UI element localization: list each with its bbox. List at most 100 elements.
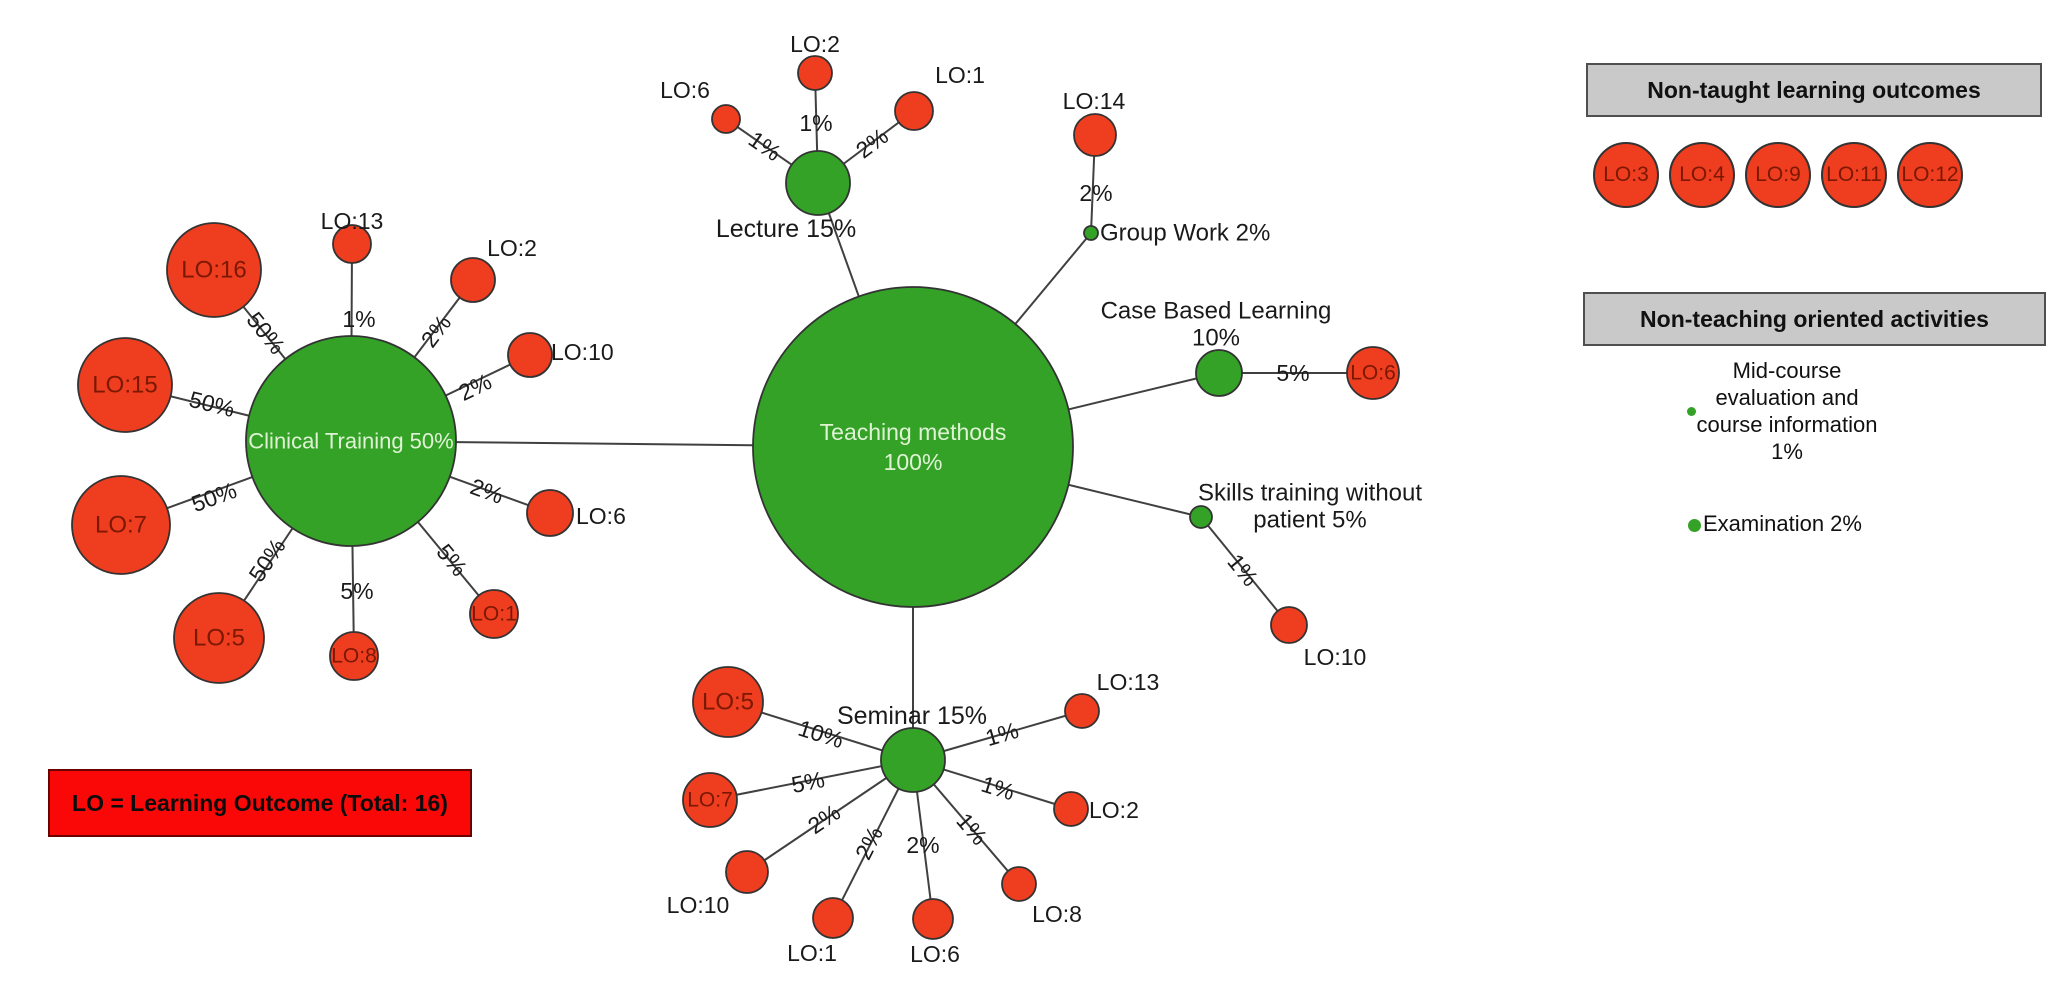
edge-label-seminar-se10: 2%: [803, 799, 845, 839]
node-c6: [526, 489, 574, 537]
edge-label-seminar-se7: 5%: [789, 766, 827, 798]
node-label-g14: LO:14: [1063, 88, 1126, 114]
node-label-se6: LO:6: [910, 941, 960, 967]
node-se6: [912, 898, 954, 940]
edge-label-lecture-l6: 1%: [744, 126, 786, 166]
edge-label-clinical-c15: 50%: [187, 386, 238, 422]
node-label-se8: LO:8: [1032, 901, 1082, 927]
node-label-c6: LO:6: [576, 503, 626, 529]
node-l1: [894, 91, 934, 131]
edge-label-seminar-se6: 2%: [906, 832, 939, 858]
edge-skills-s10: [1200, 516, 1290, 626]
node-c2: [450, 257, 496, 303]
node-c16: [166, 222, 262, 318]
examination-item: Examination 2%: [1703, 511, 1862, 536]
node-label-cbl: Case Based Learning: [1101, 298, 1332, 325]
node-label-teaching: 100%: [884, 449, 943, 475]
outcome-circle-lo12: LO:12: [1897, 142, 1963, 208]
outcome-circle-lo12-label: LO:12: [1901, 163, 1959, 186]
node-c7: [71, 475, 171, 575]
node-se2: [1053, 791, 1089, 827]
outcome-circle-lo9: LO:9: [1745, 142, 1811, 208]
node-teaching: [752, 286, 1074, 608]
outcome-circle-lo3: LO:3: [1593, 142, 1659, 208]
edge-label-clinical-c8: 5%: [340, 578, 373, 604]
node-cbl: [1195, 349, 1243, 397]
mid-course-line: course information: [1696, 412, 1878, 437]
non-taught-header: Non-taught learning outcomes: [1586, 63, 2042, 117]
node-label-c1: LO:1: [471, 603, 517, 626]
edge-label-clinical-c2: 2%: [416, 310, 457, 352]
mid-course-dot-icon: [1687, 407, 1696, 416]
mid-course-line: Mid-course: [1732, 358, 1842, 383]
outcome-circle-lo4: LO:4: [1669, 142, 1735, 208]
node-l6: [711, 104, 741, 134]
node-label-l1: LO:1: [935, 62, 985, 88]
edge-seminar-se10: [746, 759, 914, 873]
outcome-circle-lo11-label: LO:11: [1826, 163, 1882, 186]
node-label-se10: LO:10: [667, 892, 730, 918]
mid-course-item: Mid-course evaluation and course informa…: [1666, 357, 1908, 465]
node-lecture: [785, 150, 851, 216]
node-c8: [329, 631, 379, 681]
edge-label-clinical-c13: 1%: [342, 306, 375, 332]
node-label-seminar: Seminar 15%: [837, 702, 987, 730]
node-label-l6: LO:6: [660, 77, 710, 103]
edge-label-seminar-se2: 1%: [978, 771, 1017, 806]
node-groupwork: [1083, 225, 1099, 241]
outcome-circle-lo3-label: LO:3: [1603, 163, 1649, 186]
node-se1: [812, 897, 854, 939]
node-label-c16: LO:16: [181, 257, 246, 284]
edge-label-clinical-c7: 50%: [188, 477, 240, 517]
node-label-se1: LO:1: [787, 940, 837, 966]
node-l2: [797, 55, 833, 91]
node-label-l2: LO:2: [790, 31, 840, 57]
node-se10: [725, 850, 769, 894]
legend-box: LO = Learning Outcome (Total: 16): [48, 769, 472, 837]
node-label-se5: LO:5: [702, 689, 754, 716]
node-se13: [1064, 693, 1100, 729]
node-label-lecture: Lecture 15%: [716, 215, 856, 243]
node-label-se13: LO:13: [1097, 669, 1160, 695]
outcome-circle-lo9-label: LO:9: [1755, 163, 1801, 186]
edge-label-groupwork-g14: 2%: [1079, 180, 1112, 206]
edge-label-lecture-l1: 2%: [851, 123, 893, 164]
non-teaching-header-label: Non-teaching oriented activities: [1640, 305, 1989, 332]
edge-label-seminar-se13: 1%: [982, 717, 1021, 751]
mid-course-percent: 1%: [1771, 439, 1803, 464]
node-label-se2: LO:2: [1089, 797, 1139, 823]
node-s10: [1270, 606, 1308, 644]
node-c15: [77, 337, 173, 433]
node-g14: [1073, 113, 1117, 157]
node-label-skills: Skills training without: [1198, 480, 1422, 507]
node-skills: [1189, 505, 1213, 529]
node-label-cbl: 10%: [1192, 325, 1240, 352]
node-c1: [469, 589, 519, 639]
non-teaching-header: Non-teaching oriented activities: [1583, 292, 2046, 346]
edge-label-seminar-se1: 2%: [850, 822, 888, 863]
node-label-skills: patient 5%: [1253, 507, 1366, 534]
edge-label-lecture-l2: 1%: [799, 110, 832, 136]
node-c10: [507, 332, 553, 378]
node-c5: [173, 592, 265, 684]
node-cb6: [1346, 346, 1400, 400]
node-label-c13: LO:13: [321, 208, 384, 234]
node-label-se7: LO:7: [687, 789, 733, 812]
legend-text: LO = Learning Outcome (Total: 16): [72, 789, 448, 816]
outcome-circle-lo11: LO:11: [1821, 142, 1887, 208]
node-label-cb6: LO:6: [1350, 362, 1396, 385]
node-label-c8: LO:8: [331, 645, 377, 668]
node-label-groupwork: Group Work 2%: [1100, 220, 1270, 247]
edge-label-seminar-se8: 1%: [951, 808, 992, 850]
node-se7: [682, 772, 738, 828]
node-label-c7: LO:7: [95, 512, 147, 539]
outcome-circle-lo4-label: LO:4: [1679, 163, 1725, 186]
node-label-s10: LO:10: [1304, 644, 1367, 670]
node-se5: [692, 666, 764, 738]
edge-label-clinical-c6: 2%: [467, 473, 507, 509]
node-seminar: [880, 727, 946, 793]
node-clinical: [245, 335, 457, 547]
edge-seminar-se7: [709, 759, 914, 801]
